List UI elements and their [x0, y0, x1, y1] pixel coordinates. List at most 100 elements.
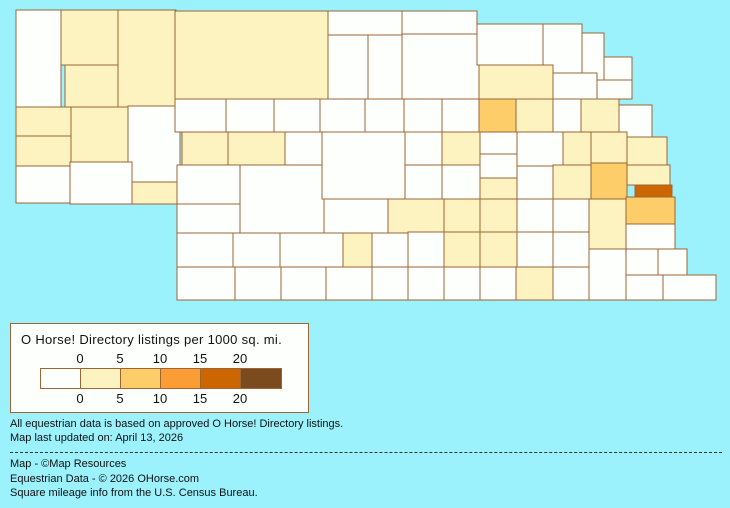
county: [476, 23, 544, 66]
county: [181, 131, 229, 167]
county: [478, 64, 554, 100]
legend-title: O Horse! Directory listings per 1000 sq.…: [21, 332, 283, 347]
county: [15, 135, 72, 167]
divider: [10, 452, 722, 453]
county: [15, 165, 71, 204]
county: [516, 165, 554, 200]
county: [552, 231, 590, 268]
county: [60, 9, 120, 66]
county: [552, 98, 582, 133]
county: [478, 98, 517, 133]
county: [443, 198, 481, 233]
county: [596, 79, 633, 100]
county: [588, 248, 627, 301]
county: [441, 164, 481, 200]
county: [479, 198, 518, 233]
county: [626, 164, 671, 186]
county: [552, 266, 590, 301]
legend: O Horse! Directory listings per 1000 sq.…: [10, 323, 309, 413]
county: [323, 198, 389, 234]
county: [603, 56, 633, 81]
county: [590, 162, 628, 202]
county: [371, 232, 409, 268]
legend-swatch-4: [201, 369, 241, 388]
county: [367, 34, 403, 100]
legend-tick: 0: [76, 351, 84, 366]
county: [552, 72, 598, 100]
county: [401, 10, 478, 35]
legend-tick: 0: [76, 391, 84, 406]
county: [625, 223, 676, 250]
county: [227, 131, 286, 166]
county: [580, 98, 620, 133]
county: [662, 274, 717, 301]
legend-tick: 10: [152, 391, 168, 406]
legend-tick: 5: [116, 351, 124, 366]
county: [407, 266, 445, 301]
legend-bottom-ticks: 0 5 10 15 20: [11, 391, 311, 406]
county: [479, 266, 517, 301]
county: [588, 198, 627, 250]
legend-swatch-5: [241, 369, 281, 388]
county: [590, 131, 628, 164]
last-updated-note: Map last updated on: April 13, 2026: [10, 432, 184, 444]
county: [634, 184, 673, 198]
county: [131, 181, 178, 205]
county: [371, 266, 409, 301]
county: [479, 153, 518, 179]
county: [443, 266, 481, 301]
county: [176, 164, 241, 205]
county: [15, 106, 72, 137]
legend-tick: 15: [192, 391, 208, 406]
county: [552, 198, 590, 233]
county: [516, 231, 554, 268]
legend-tick: 5: [116, 391, 124, 406]
county: [342, 232, 373, 268]
county: [327, 10, 403, 36]
county: [64, 64, 125, 109]
county: [284, 131, 323, 166]
legend-top-ticks: 0 5 10 15 20: [11, 351, 311, 366]
county: [479, 131, 518, 155]
county: [515, 98, 554, 133]
county: [515, 266, 554, 301]
legend-tick: 20: [232, 351, 248, 366]
legend-swatch-3: [161, 369, 201, 388]
county: [70, 106, 131, 163]
county: [443, 231, 481, 268]
county: [327, 34, 369, 100]
county: [625, 274, 664, 301]
county: [625, 196, 676, 225]
legend-tick: 10: [152, 351, 168, 366]
county: [174, 98, 227, 133]
nebraska-county-map: [15, 9, 717, 301]
county: [387, 198, 445, 234]
county: [176, 232, 234, 268]
county: [441, 98, 480, 133]
county: [273, 98, 321, 133]
county: [15, 9, 62, 108]
county: [239, 164, 325, 234]
county: [279, 232, 344, 268]
county: [319, 98, 366, 133]
county: [232, 232, 281, 268]
county: [176, 203, 241, 234]
county: [280, 266, 327, 301]
legend-tick: 20: [232, 391, 248, 406]
county: [404, 131, 443, 166]
county: [403, 98, 443, 133]
county: [176, 266, 236, 301]
county: [225, 98, 275, 133]
county: [552, 164, 592, 200]
legend-swatch-0: [41, 369, 81, 388]
county: [321, 131, 406, 200]
county: [441, 131, 481, 166]
county: [479, 231, 518, 268]
data-source-note: All equestrian data is based on approved…: [10, 418, 344, 430]
census-credit: Square mileage info from the U.S. Census…: [10, 487, 258, 499]
county: [657, 248, 688, 276]
legend-swatch-2: [121, 369, 161, 388]
county: [174, 10, 329, 100]
county: [516, 131, 564, 167]
map-credit: Map - ©Map Resources: [10, 458, 127, 470]
